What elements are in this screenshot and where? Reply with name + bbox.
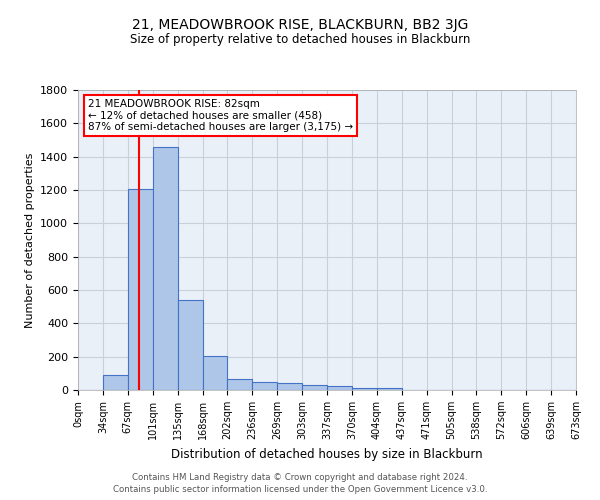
Bar — [352, 388, 377, 390]
Bar — [128, 189, 153, 390]
Text: 21, MEADOWBROOK RISE, BLACKBURN, BB2 3JG: 21, MEADOWBROOK RISE, BLACKBURN, BB2 3JG — [132, 18, 468, 32]
Bar — [277, 384, 302, 390]
X-axis label: Distribution of detached houses by size in Blackburn: Distribution of detached houses by size … — [171, 448, 483, 460]
Bar — [203, 356, 227, 390]
Text: Contains HM Land Registry data © Crown copyright and database right 2024.: Contains HM Land Registry data © Crown c… — [132, 472, 468, 482]
Text: 21 MEADOWBROOK RISE: 82sqm
← 12% of detached houses are smaller (458)
87% of sem: 21 MEADOWBROOK RISE: 82sqm ← 12% of deta… — [88, 99, 353, 132]
Text: Size of property relative to detached houses in Blackburn: Size of property relative to detached ho… — [130, 32, 470, 46]
Bar — [253, 382, 277, 390]
Bar — [152, 146, 178, 390]
Bar — [377, 388, 402, 390]
Y-axis label: Number of detached properties: Number of detached properties — [25, 152, 35, 328]
Bar — [103, 375, 128, 390]
Bar — [227, 379, 253, 390]
Bar — [302, 386, 327, 390]
Bar — [178, 300, 203, 390]
Text: Contains public sector information licensed under the Open Government Licence v3: Contains public sector information licen… — [113, 485, 487, 494]
Bar — [327, 386, 352, 390]
